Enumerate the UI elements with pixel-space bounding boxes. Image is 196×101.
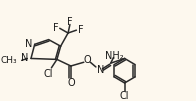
Text: F: F xyxy=(67,17,73,27)
Text: NH₂: NH₂ xyxy=(105,51,124,61)
Text: N: N xyxy=(24,39,32,49)
Text: N: N xyxy=(97,65,104,75)
Text: Cl: Cl xyxy=(120,91,129,101)
Text: N: N xyxy=(21,53,28,63)
Text: Cl: Cl xyxy=(44,69,53,79)
Text: CH₃: CH₃ xyxy=(0,56,17,65)
Text: O: O xyxy=(84,55,91,65)
Text: O: O xyxy=(67,78,75,88)
Text: F: F xyxy=(53,23,59,33)
Text: F: F xyxy=(78,25,84,35)
